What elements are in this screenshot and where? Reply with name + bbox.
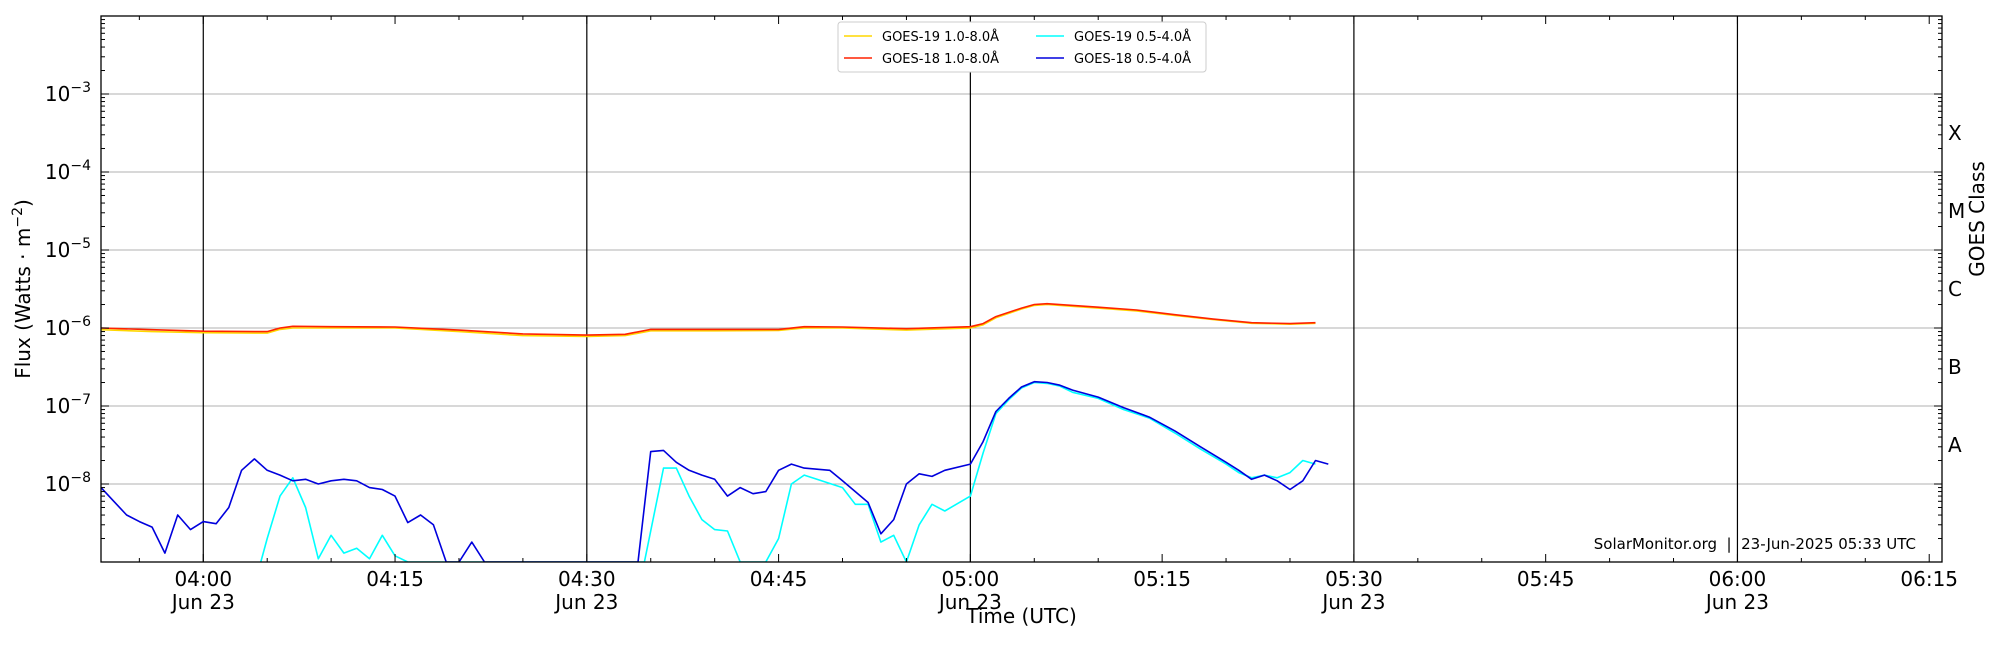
series-lines: [101, 302, 1329, 562]
watermark-timestamp: SolarMonitor.org | 23-Jun-2025 05:33 UTC: [1594, 535, 1916, 553]
x-tick-date-label: Jun 23: [553, 590, 618, 614]
y-tick-label: 10−7: [45, 392, 91, 418]
x-tick-label: 06:15: [1900, 567, 1958, 591]
series-line: [101, 302, 1316, 336]
goes-class-label: M: [1948, 199, 1965, 223]
legend-label: GOES-18 0.5-4.0Å: [1074, 51, 1191, 67]
goes-class-label: X: [1948, 121, 1962, 145]
x-tick-date-label: Jun 23: [1320, 590, 1385, 614]
y-axis-title: Flux (Watts · m−2): [10, 199, 35, 379]
y-tick-label: 10−8: [45, 470, 91, 496]
x-tick-label: 06:00: [1709, 567, 1767, 591]
x-tick-label: 04:00: [174, 567, 232, 591]
x-tick-label: 05:15: [1133, 567, 1191, 591]
plot-frame: [100, 15, 1943, 563]
legend-label: GOES-19 0.5-4.0Å: [1074, 29, 1191, 45]
x-tick-label: 04:30: [558, 567, 616, 591]
x-tick-label: 05:30: [1325, 567, 1383, 591]
goes-class-axis-title: GOES Class: [1965, 161, 1989, 277]
y-tick-label: 10−6: [45, 314, 91, 340]
x-tick-date-label: Jun 23: [1704, 590, 1769, 614]
day-boundary-lines: [202, 16, 1739, 562]
legend-label: GOES-19 1.0-8.0Å: [882, 29, 999, 45]
legend: GOES-19 1.0-8.0Å GOES-19 0.5-4.0Å GOES-18 …: [837, 21, 1207, 73]
series-line: [101, 380, 1329, 562]
y-tick-labels: 10−3 10−4 10−5 10−6 10−7 10−8: [45, 80, 91, 496]
grid-lines: [101, 93, 1942, 485]
x-tick-label: 05:45: [1517, 567, 1575, 591]
y-tick-label: 10−5: [45, 236, 91, 262]
y-tick-label: 10−4: [45, 158, 91, 184]
x-tick-label: 04:45: [750, 567, 808, 591]
goes-class-label: B: [1948, 355, 1962, 379]
x-axis-title: Time (UTC): [965, 604, 1077, 628]
goes-class-label: C: [1948, 277, 1962, 301]
x-tick-label: 05:00: [942, 567, 1000, 591]
x-tick-date-label: Jun 23: [170, 590, 235, 614]
legend-box: [837, 21, 1207, 73]
x-tick-label: 04:15: [366, 567, 424, 591]
axis-ticks: [101, 16, 1942, 563]
legend-label: GOES-18 1.0-8.0Å: [882, 51, 999, 67]
series-line: [101, 303, 1316, 338]
y-tick-label: 10−3: [45, 80, 91, 106]
goes-class-labels: X M C B A: [1948, 121, 1965, 457]
x-tick-date-label: Jun 23: [937, 590, 1002, 614]
goes-class-label: A: [1948, 433, 1962, 457]
series-line: [260, 381, 1316, 562]
